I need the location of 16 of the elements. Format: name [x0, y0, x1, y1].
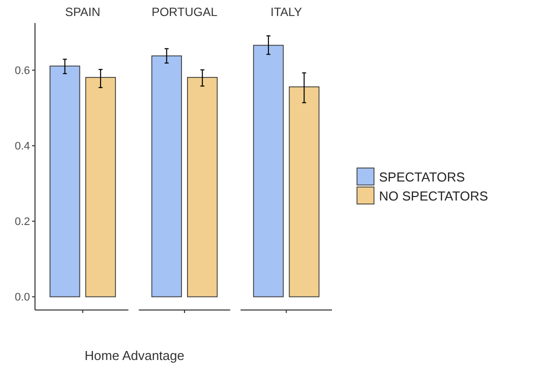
- bar: [253, 44, 284, 298]
- bar: [288, 86, 320, 298]
- x-tick-label: PORTUGAL: [152, 5, 218, 19]
- legend-label: NO SPECTATORS: [379, 188, 488, 204]
- y-tick-label: 0.4: [14, 140, 30, 153]
- bar: [50, 66, 80, 298]
- legend-label: SPECTATORS: [379, 170, 466, 185]
- bar: [85, 76, 116, 298]
- x-tick-label: SPAIN: [65, 5, 100, 19]
- x-axis-title: Home Advantage: [84, 348, 184, 363]
- y-tick-label: 0.0: [14, 292, 30, 304]
- bar: [187, 76, 218, 298]
- bar: [151, 55, 182, 298]
- y-tick-label: 0.2: [14, 216, 30, 228]
- x-tick-label: ITALY: [270, 5, 302, 19]
- y-tick-label: 0.6: [14, 65, 30, 78]
